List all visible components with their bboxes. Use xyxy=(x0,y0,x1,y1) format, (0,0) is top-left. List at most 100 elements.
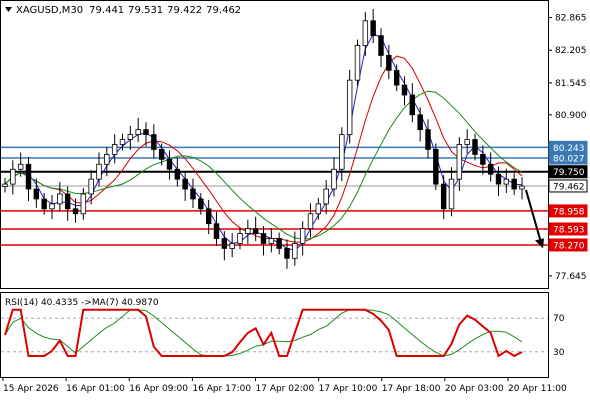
candle-body xyxy=(487,163,494,175)
candle-body xyxy=(409,94,416,116)
candle-body xyxy=(10,168,16,185)
level-label: 79.462 xyxy=(553,182,585,192)
level-label: 79.750 xyxy=(553,168,585,178)
time-tick-label: 20 Apr 03:00 xyxy=(445,384,504,394)
candle-body xyxy=(378,35,384,56)
candle-body xyxy=(213,223,220,239)
level-label-box xyxy=(548,179,588,193)
candle-body xyxy=(511,178,517,190)
candle-body xyxy=(252,228,259,234)
candle-body xyxy=(315,203,322,215)
rsi-indicator: 70 30 xyxy=(1,308,565,358)
candle-body xyxy=(96,163,102,180)
level-label-box xyxy=(548,151,588,165)
level-label-box xyxy=(548,165,588,179)
candle-body xyxy=(425,129,431,150)
candle-body xyxy=(57,193,63,205)
level-label: 80.243 xyxy=(553,144,585,154)
rsi-tick-label: 70 xyxy=(553,314,565,324)
rsi-tick-label: 30 xyxy=(553,348,565,358)
level-label-box xyxy=(548,204,588,218)
time-tick-label: 16 Apr 09:00 xyxy=(129,384,188,394)
candle-body xyxy=(135,129,141,136)
candle-body xyxy=(111,144,118,155)
level-label: 78.593 xyxy=(553,225,585,235)
candle-body xyxy=(104,153,110,165)
level-label: 78.270 xyxy=(553,241,585,251)
candle-body xyxy=(401,84,408,96)
candle-body xyxy=(323,188,329,205)
candle-body xyxy=(205,208,212,225)
candle-body xyxy=(190,188,196,200)
candle-body xyxy=(166,158,173,170)
candle-body xyxy=(33,188,40,200)
price-tick-label: 82.865 xyxy=(555,14,587,24)
time-tick-label: 17 Apr 18:00 xyxy=(382,384,441,394)
time-tick-label: 16 Apr 17:00 xyxy=(192,384,251,394)
rsi-line xyxy=(4,308,523,358)
candle-body xyxy=(49,203,55,210)
candle-body xyxy=(339,134,345,170)
candle-body xyxy=(519,185,525,190)
candle-body xyxy=(221,238,228,249)
candle-body xyxy=(417,114,423,131)
symbol-dropdown-icon[interactable] xyxy=(5,7,12,12)
price-tick-label: 77.645 xyxy=(555,272,587,282)
candle-body xyxy=(480,153,486,165)
candle-body xyxy=(151,134,157,150)
candle-body xyxy=(456,144,463,180)
candle-body xyxy=(174,168,181,180)
candle-body xyxy=(64,193,71,210)
price-tick-label: 82.205 xyxy=(555,46,587,56)
candle-body xyxy=(299,228,306,244)
time-tick-label: 17 Apr 02:00 xyxy=(256,384,315,394)
candle-body xyxy=(292,243,298,259)
candle-body xyxy=(440,183,447,210)
candle-body xyxy=(2,183,8,187)
level-label: 78.958 xyxy=(553,207,585,217)
candle-body xyxy=(386,55,392,71)
candle-body xyxy=(331,168,337,190)
candle-body xyxy=(433,149,439,185)
level-label-box xyxy=(548,238,588,252)
candle-body xyxy=(307,213,314,230)
candle-body xyxy=(88,178,94,195)
candle-body xyxy=(127,134,134,140)
rsi-label: RSI(14) 40.4335 ->MA(7) 40.9870 xyxy=(5,298,159,308)
candle-body xyxy=(182,178,188,190)
candle-body xyxy=(143,129,149,136)
time-axis: 15 Apr 2026 16 Apr 01:00 16 Apr 09:00 16 Ap… xyxy=(2,377,567,394)
candle-body xyxy=(237,233,243,244)
candle-body xyxy=(362,20,369,46)
time-tick-label: 17 Apr 10:00 xyxy=(319,384,378,394)
time-tick-label: 15 Apr 2026 xyxy=(3,384,59,394)
candle-body xyxy=(119,139,126,145)
candle-body xyxy=(284,248,290,259)
candle-body xyxy=(464,139,470,145)
candle-body xyxy=(495,173,502,185)
candle-body xyxy=(448,178,455,210)
candle-body xyxy=(198,198,204,210)
candle-body xyxy=(80,193,87,215)
candle-body xyxy=(276,238,282,249)
time-tick-label: 16 Apr 01:00 xyxy=(66,384,125,394)
price-tick-label: 81.545 xyxy=(555,79,587,89)
candle-body xyxy=(346,79,353,136)
candle-body xyxy=(472,139,478,155)
candle-body xyxy=(245,228,251,234)
arrow-shaft xyxy=(525,189,542,243)
horizontal-levels xyxy=(1,146,548,246)
candle-body xyxy=(354,45,361,81)
chart-header: XAGUSD,M30 79.441 79.531 79.422 79.462 xyxy=(16,5,241,16)
level-label-box xyxy=(548,222,588,236)
candle-body xyxy=(17,163,24,170)
candle-body xyxy=(370,20,376,37)
level-label: 80.027 xyxy=(553,155,585,165)
candle-body xyxy=(393,69,400,86)
price-tick-label: 80.900 xyxy=(555,111,587,121)
candle-body xyxy=(25,163,32,190)
rsi-panel-frame xyxy=(0,292,549,378)
candle-body xyxy=(72,208,79,215)
